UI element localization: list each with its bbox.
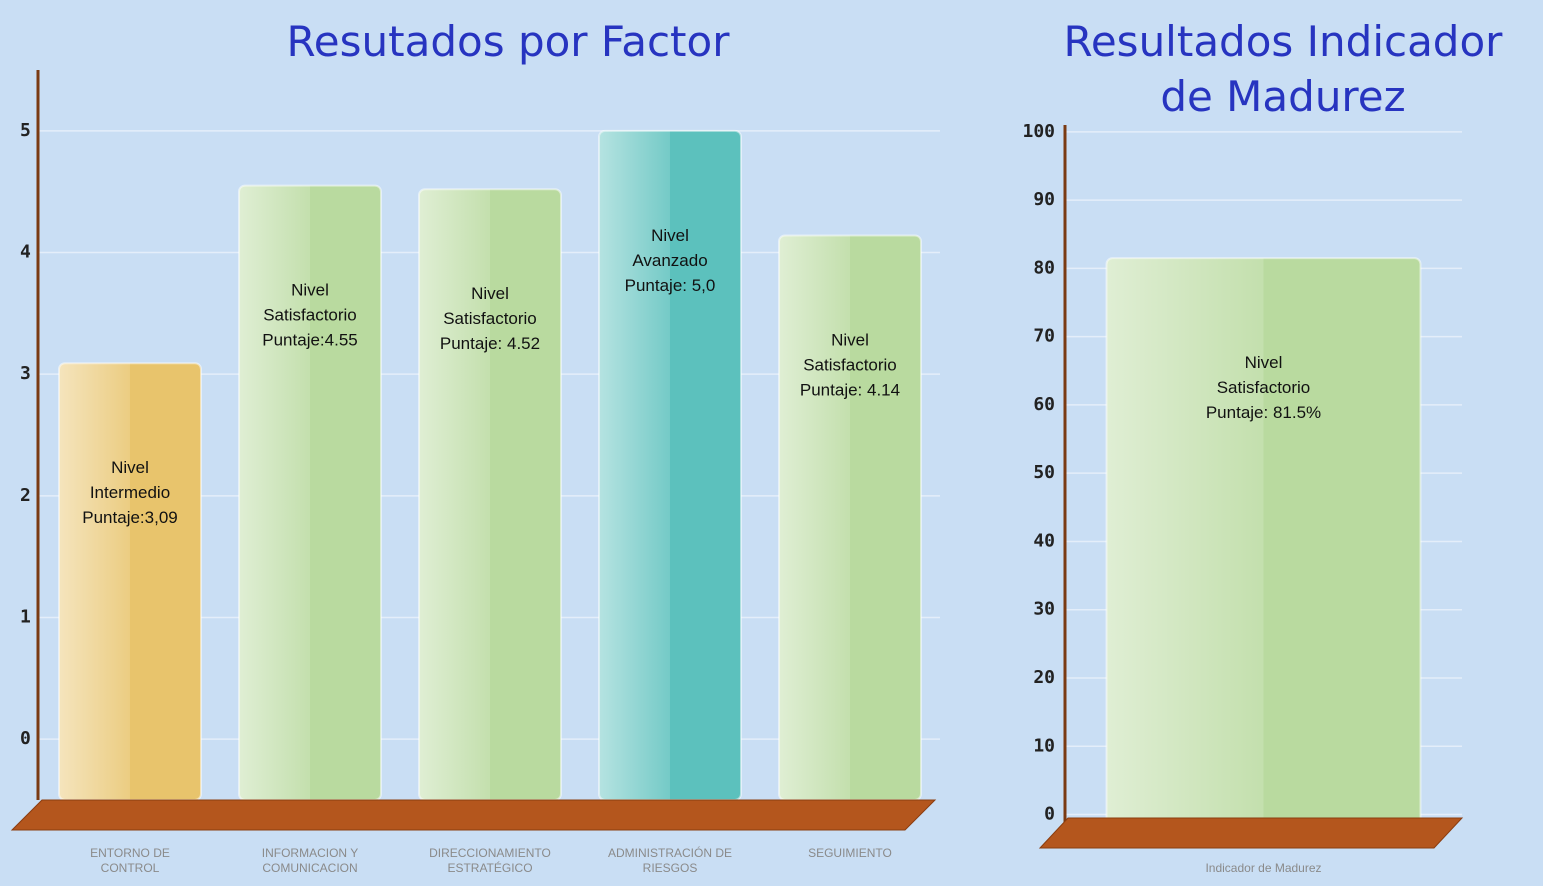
y-tick-label: 40	[1033, 530, 1055, 551]
floor	[10, 799, 937, 831]
level-label: Nivel Satisfactorio	[1217, 353, 1311, 397]
y-tick-label: 30	[1033, 599, 1055, 620]
floor	[1038, 817, 1464, 849]
y-tick-label: 50	[1033, 462, 1055, 483]
y-tick-label: 20	[1033, 667, 1055, 688]
y-tick-label: 4	[20, 242, 31, 263]
level-label: Nivel Satisfactorio	[263, 281, 357, 325]
level-label: Nivel Satisfactorio	[803, 330, 897, 374]
y-tick-label: 0	[20, 728, 31, 749]
y-tick-label: 1	[20, 607, 31, 628]
y-tick-label: 60	[1033, 394, 1055, 415]
data-label: Puntaje:3,09	[82, 508, 177, 527]
level-label: Nivel Satisfactorio	[443, 284, 537, 328]
bar-shine	[1106, 258, 1421, 835]
data-label: Puntaje: 4.52	[440, 334, 540, 353]
y-tick-label: 70	[1033, 326, 1055, 347]
chart-title: Resultados Indicador de Madurez	[1064, 17, 1504, 121]
x-tick-label: DIRECCIONAMIENTO ESTRATÉGICO	[429, 846, 551, 875]
bar-shine	[599, 130, 741, 801]
x-tick-label: INFORMACION Y COMUNICACION	[262, 846, 358, 875]
bar-shine	[419, 189, 561, 800]
bar-shine	[779, 235, 921, 800]
chart-title: Resutados por Factor	[287, 17, 731, 66]
level-label: Nivel Avanzado	[632, 226, 707, 270]
y-tick-label: 0	[1044, 804, 1055, 825]
data-label: Puntaje:4.55	[262, 331, 357, 350]
x-tick-label: Indicador de Madurez	[1205, 861, 1321, 875]
y-tick-label: 3	[20, 363, 31, 384]
bar-shine	[59, 363, 201, 800]
y-tick-label: 100	[1022, 121, 1055, 142]
y-tick-label: 10	[1033, 735, 1055, 756]
x-tick-label: SEGUIMIENTO	[808, 846, 892, 860]
data-label: Puntaje: 4.14	[800, 380, 900, 399]
bar-shine	[239, 185, 381, 801]
y-tick-label: 80	[1033, 257, 1055, 278]
data-label: Puntaje: 81.5%	[1206, 403, 1321, 422]
x-tick-label: ADMINISTRACIÓN DE RIESGOS	[608, 845, 732, 875]
x-tick-label: ENTORNO DE CONTROL	[90, 846, 170, 875]
level-label: Nivel Intermedio	[90, 458, 170, 502]
y-tick-label: 2	[20, 485, 31, 506]
y-tick-label: 5	[20, 120, 31, 141]
data-label: Puntaje: 5,0	[625, 276, 716, 295]
y-tick-label: 90	[1033, 189, 1055, 210]
